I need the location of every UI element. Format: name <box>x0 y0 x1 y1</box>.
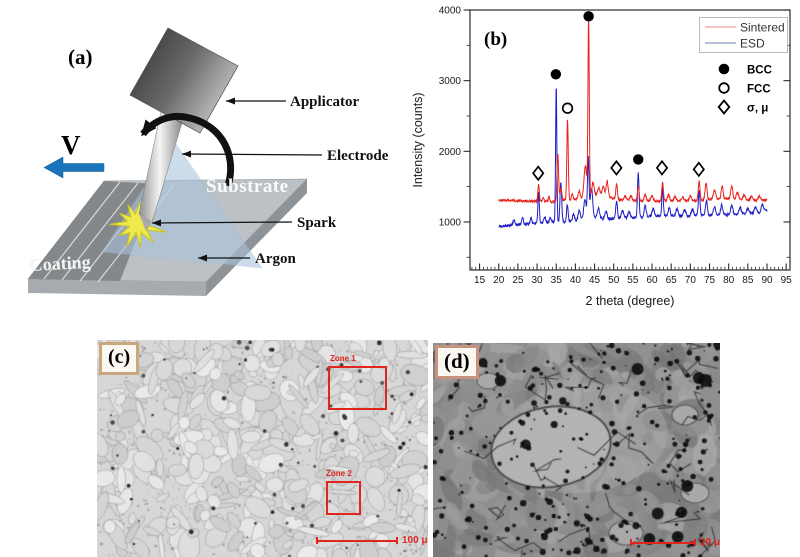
x-tick-label: 20 <box>493 275 505 286</box>
bcc-label: BCC <box>747 65 772 77</box>
zone1-box <box>328 366 387 410</box>
x-tick-label: 50 <box>608 275 620 286</box>
micrograph-d-image <box>433 343 720 557</box>
scalebar-c: 100 μm <box>316 535 428 546</box>
substrate-plate-side-right <box>206 179 307 296</box>
x-axis-title: 2 theta (degree) <box>586 294 675 308</box>
x-tick-label: 65 <box>666 275 678 286</box>
x-tick-label: 70 <box>685 275 697 286</box>
scalebar-c-line <box>316 537 398 544</box>
x-tick-label: 30 <box>532 275 544 286</box>
panel-b-xrd-chart: Intensity (counts) 2 theta (degree) 15 20… <box>411 6 792 309</box>
xrd-trace-esd <box>498 88 768 229</box>
scalebar-d-line <box>630 539 696 546</box>
panel-c-label: (c) <box>99 342 140 375</box>
callout-lines <box>151 97 323 262</box>
argon-label: Argon <box>255 251 296 267</box>
panel-b-label: (b) <box>484 29 507 50</box>
zone1-label: Zone 1 <box>330 354 356 363</box>
x-tick-label: 25 <box>512 275 524 286</box>
scalebar-c-text: 100 μm <box>402 535 428 546</box>
x-tick-label: 60 <box>646 275 658 286</box>
legend-label-esd: ESD <box>740 37 765 51</box>
x-tick-label: 90 <box>761 275 773 286</box>
applicator-block <box>129 27 239 134</box>
scalebar-d-text: 20 μm <box>700 537 720 548</box>
substrate-plate-side-front <box>28 279 206 296</box>
electrode-callout-line <box>181 150 323 158</box>
x-tick-label: 55 <box>627 275 639 286</box>
argon-cone <box>101 140 264 269</box>
x-tick-label: 45 <box>589 275 601 286</box>
phase-legend: BCC FCC σ, μ <box>717 63 772 115</box>
plot-frame <box>469 9 791 271</box>
sigma-mu-peak-marker <box>532 165 545 182</box>
coating-band <box>28 181 158 281</box>
panel-a-schematic: V Applicator Electrode Spark Argon Subst… <box>27 27 389 296</box>
substrate-label: Substrate <box>206 176 289 197</box>
y-tick-label: 3000 <box>439 76 462 87</box>
sigma-mu-peak-marker <box>610 159 623 176</box>
y-tick-label: 1000 <box>439 217 462 228</box>
zone2-label: Zone 2 <box>326 469 352 478</box>
x-tick-label: 95 <box>781 275 793 286</box>
zone2-box <box>326 481 361 515</box>
fcc-marker-icon <box>718 82 730 94</box>
series-legend: Sintered ESD <box>699 17 788 53</box>
x-tick-label: 15 <box>474 275 486 286</box>
rotation-arrow <box>140 112 235 187</box>
panel-a-label: (a) <box>68 45 93 69</box>
spark-label: Spark <box>297 215 337 231</box>
bcc-peak-marker <box>583 11 594 22</box>
electrode-tip <box>139 214 152 231</box>
y-tick-label: 4000 <box>439 6 462 17</box>
spark-callout-line <box>151 219 293 227</box>
velocity-arrow <box>43 156 105 179</box>
sigma-mu-peak-marker <box>655 159 669 176</box>
xrd-trace-sintered <box>498 15 768 205</box>
x-tick-label: 85 <box>742 275 754 286</box>
legend-label-sintered: Sintered <box>740 21 785 35</box>
sigma-mu-label: σ, μ <box>747 103 768 115</box>
y-axis-title: Intensity (counts) <box>411 92 425 187</box>
micrograph-c-image <box>97 340 428 557</box>
fcc-label: FCC <box>747 84 771 96</box>
x-tick-label: 80 <box>723 275 735 286</box>
x-tick-label: 75 <box>704 275 716 286</box>
coating-label: Coating <box>29 252 91 275</box>
bcc-marker-icon <box>718 63 730 75</box>
y-tick-label: 2000 <box>439 147 462 158</box>
electrode-label: Electrode <box>327 148 389 164</box>
legend-box <box>699 17 788 53</box>
fcc-peak-marker <box>561 102 574 114</box>
applicator-label: Applicator <box>290 94 360 110</box>
x-tick-label: 35 <box>551 275 563 286</box>
bcc-peak-marker <box>550 69 562 80</box>
panel-c-micrograph: (c) Zone 1 Zone 2 100 μm <box>97 340 428 557</box>
velocity-label: V <box>61 130 81 160</box>
plot-dynamic-content: 15 20 25 30 35 40 45 50 55 60 65 70 75 80 85 90 95 1000 20… <box>439 6 792 287</box>
scalebar-d: 20 μm <box>630 537 720 548</box>
panel-d-label: (d) <box>435 345 479 380</box>
x-tick-label: 40 <box>570 275 582 286</box>
panel-d-micrograph: (d) 20 μm <box>433 343 720 557</box>
sigma-mu-marker-icon <box>717 99 731 115</box>
sigma-mu-peak-marker <box>692 161 705 178</box>
bcc-peak-marker <box>633 154 644 165</box>
